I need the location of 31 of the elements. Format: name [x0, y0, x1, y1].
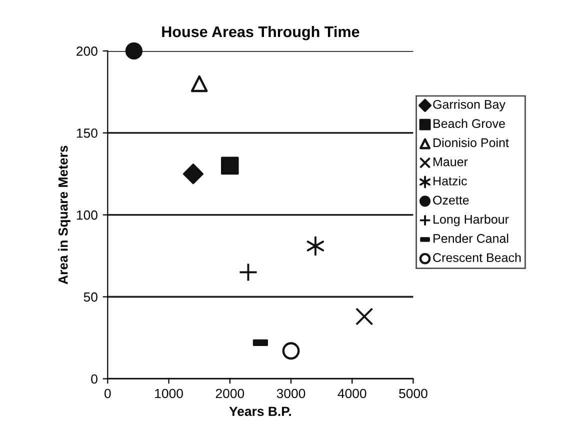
x-tick-label: 5000 [399, 388, 428, 398]
legend-label: Pender Canal [434, 234, 508, 243]
x-tick-label: 1000 [155, 388, 183, 398]
chart-title: House Areas Through Time [162, 26, 360, 40]
y-tick-label: 0 [91, 374, 98, 384]
point [125, 42, 143, 60]
point [355, 308, 374, 326]
point [182, 164, 204, 184]
x-tick-label: 4000 [338, 388, 366, 398]
y-tick-label: 100 [76, 210, 98, 220]
y-tick-label: 50 [84, 292, 98, 302]
point [190, 75, 208, 92]
legend-label: Dionisio Point [434, 138, 509, 148]
x-tick-label: 0 [104, 388, 111, 398]
legend-label: Mauer [434, 158, 468, 166]
x-axis-title: Years B.P. [229, 406, 291, 416]
point [238, 262, 258, 282]
x-tick-label: 2000 [216, 388, 244, 398]
legend-label: Beach Grove [434, 118, 505, 128]
y-tick-label: 150 [76, 128, 98, 138]
legend-label: Long Harbour [434, 214, 509, 226]
point [282, 342, 300, 360]
x-tick-label: 3000 [276, 388, 306, 398]
legend-label: Hatzic [434, 176, 467, 186]
legend-label: Ozette [433, 196, 469, 205]
point [220, 156, 239, 175]
legend-label: Garrison Bay [433, 100, 506, 112]
y-axis-title: Area in Square Meters [58, 146, 70, 284]
point [306, 236, 324, 256]
y-tick-label: 200 [76, 46, 98, 56]
legend-label: Crescent Beach [433, 252, 521, 262]
